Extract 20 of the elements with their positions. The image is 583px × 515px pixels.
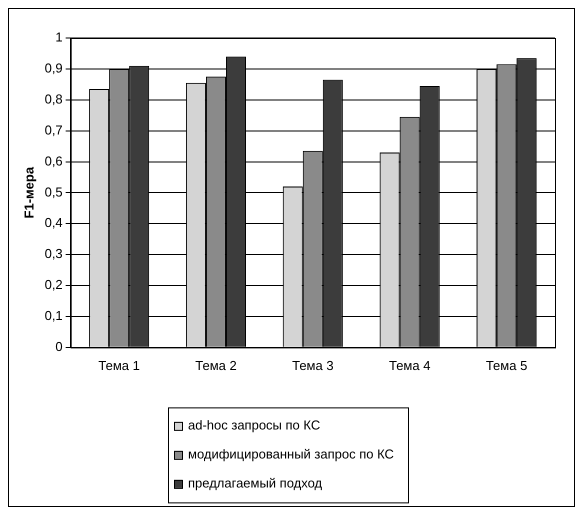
y-tick-label: 0,6 xyxy=(44,153,63,168)
x-tick-label: Тема 2 xyxy=(195,358,237,373)
x-tick-label: Тема 1 xyxy=(98,358,140,373)
legend-label: модифицированный запрос по КС xyxy=(188,446,394,462)
y-tick-label: 0,3 xyxy=(44,246,63,262)
y-tick-label: 0,7 xyxy=(44,122,63,138)
y-tick-label: 0,8 xyxy=(44,91,63,106)
legend-label: ad-hoc запросы по КС xyxy=(188,417,320,432)
x-tick-label: Тема 5 xyxy=(486,358,528,373)
y-tick-label: 0,2 xyxy=(44,277,63,292)
y-tick-label: 1 xyxy=(55,30,63,45)
legend-label: предлагаемый подход xyxy=(188,475,323,490)
y-axis-title: F1-мера xyxy=(21,166,36,218)
y-tick-label: 0,5 xyxy=(44,184,63,200)
y-tick-label: 0,9 xyxy=(44,60,63,76)
y-tick-label: 0,1 xyxy=(44,308,63,324)
x-tick-label: Тема 3 xyxy=(292,358,334,373)
y-tick-label: 0,4 xyxy=(44,215,63,230)
y-tick-label: 0 xyxy=(55,338,63,354)
x-tick-label: Тема 4 xyxy=(388,358,430,373)
